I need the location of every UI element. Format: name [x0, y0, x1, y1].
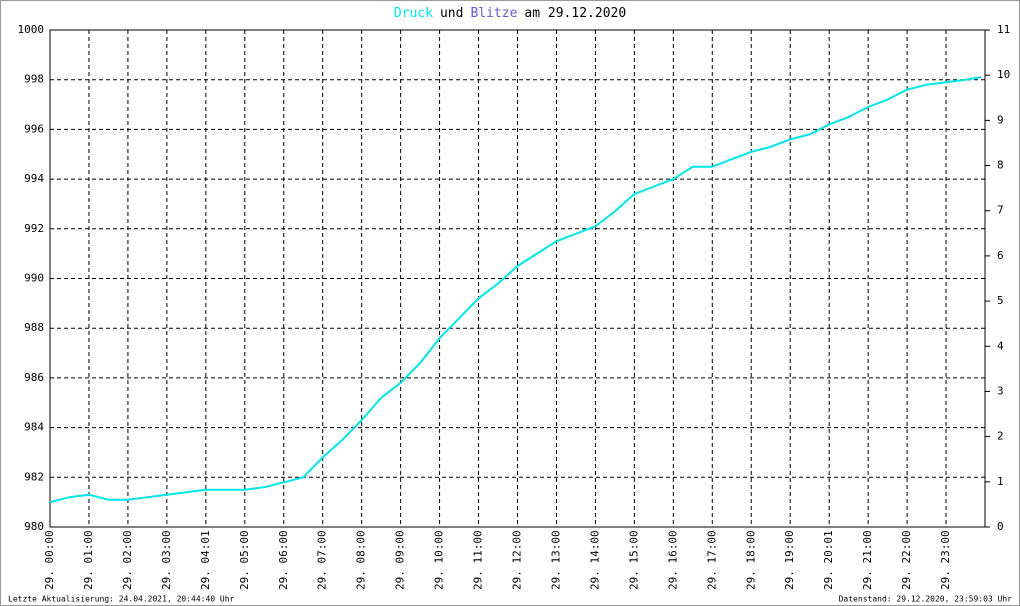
y-tick-label: 994 — [24, 172, 44, 185]
y-tick-label: 988 — [24, 321, 44, 334]
x-tick-label: 29. 11:00 — [472, 530, 485, 590]
line-series — [49, 76, 982, 504]
title-part: Druck — [394, 6, 433, 21]
x-tick-label: 29. 12:00 — [511, 530, 524, 590]
plot-border — [49, 29, 986, 528]
x-tick-label: 29. 21:00 — [861, 530, 874, 590]
y-tick-label: 986 — [24, 371, 44, 384]
x-tick-label: 29. 10:00 — [433, 530, 446, 590]
y2-tick-label: 1 — [997, 475, 1004, 488]
title-part: Blitze — [470, 6, 517, 21]
x-tick-label: 29. 23:00 — [939, 530, 952, 590]
x-tick-label: 29. 09:00 — [394, 530, 407, 590]
x-tick-label: 29. 02:00 — [121, 530, 134, 590]
footer-left: Letzte Aktualisierung: 24.04.2021, 20:44… — [8, 595, 235, 604]
y2-tick-label: 4 — [997, 339, 1004, 352]
x-tick-label: 29. 07:00 — [316, 530, 329, 590]
chart-title: Druck und Blitze am 29.12.2020 — [394, 6, 626, 21]
y-tick-label: 982 — [24, 470, 44, 483]
y-tick-label: 996 — [24, 122, 44, 135]
y2-tick-label: 9 — [997, 113, 1004, 126]
x-tick-label: 29. 20:01 — [822, 530, 835, 590]
y2-tick-label: 10 — [997, 68, 1010, 81]
x-tick-label: 29. 13:00 — [549, 530, 562, 590]
x-tick-label: 29. 03:00 — [160, 530, 173, 590]
x-tick-label: 29. 22:00 — [900, 530, 913, 590]
x-tick-label: 29. 15:00 — [627, 530, 640, 590]
x-tick-label: 29. 14:00 — [588, 530, 601, 590]
x-tick-label: 29. 18:00 — [744, 530, 757, 590]
y-tick-label: 998 — [24, 73, 44, 86]
y2-tick-label: 0 — [997, 520, 1004, 533]
x-tick-label: 29. 06:00 — [277, 530, 290, 590]
y2-tick-label: 7 — [997, 204, 1004, 217]
x-tick-label: 29. 05:00 — [238, 530, 251, 590]
title-part: und — [440, 6, 463, 21]
y-tick-label: 990 — [24, 272, 44, 285]
y-tick-label: 984 — [24, 421, 44, 434]
y-tick-label: 992 — [24, 222, 44, 235]
x-tick-label: 29. 17:00 — [705, 530, 718, 590]
x-tick-label: 29. 08:00 — [355, 530, 368, 590]
x-tick-label: 29. 00:00 — [43, 530, 56, 590]
y2-tick-label: 8 — [997, 159, 1004, 172]
x-tick-label: 29. 19:00 — [783, 530, 796, 590]
y2-tick-label: 3 — [997, 384, 1004, 397]
x-tick-label: 29. 01:00 — [82, 530, 95, 590]
y-tick-label: 1000 — [18, 23, 45, 36]
y2-tick-label: 11 — [997, 23, 1010, 36]
x-tick-label: 29. 16:00 — [666, 530, 679, 590]
y2-tick-label: 5 — [997, 294, 1004, 307]
x-tick-label: 29. 04:01 — [199, 530, 212, 590]
title-part: am 29.12.2020 — [524, 6, 626, 21]
y-tick-label: 980 — [24, 520, 44, 533]
y2-tick-label: 6 — [997, 249, 1004, 262]
y2-tick-label: 2 — [997, 430, 1004, 443]
footer-right: Datenstand: 29.12.2020, 23:59:03 Uhr — [839, 595, 1013, 604]
